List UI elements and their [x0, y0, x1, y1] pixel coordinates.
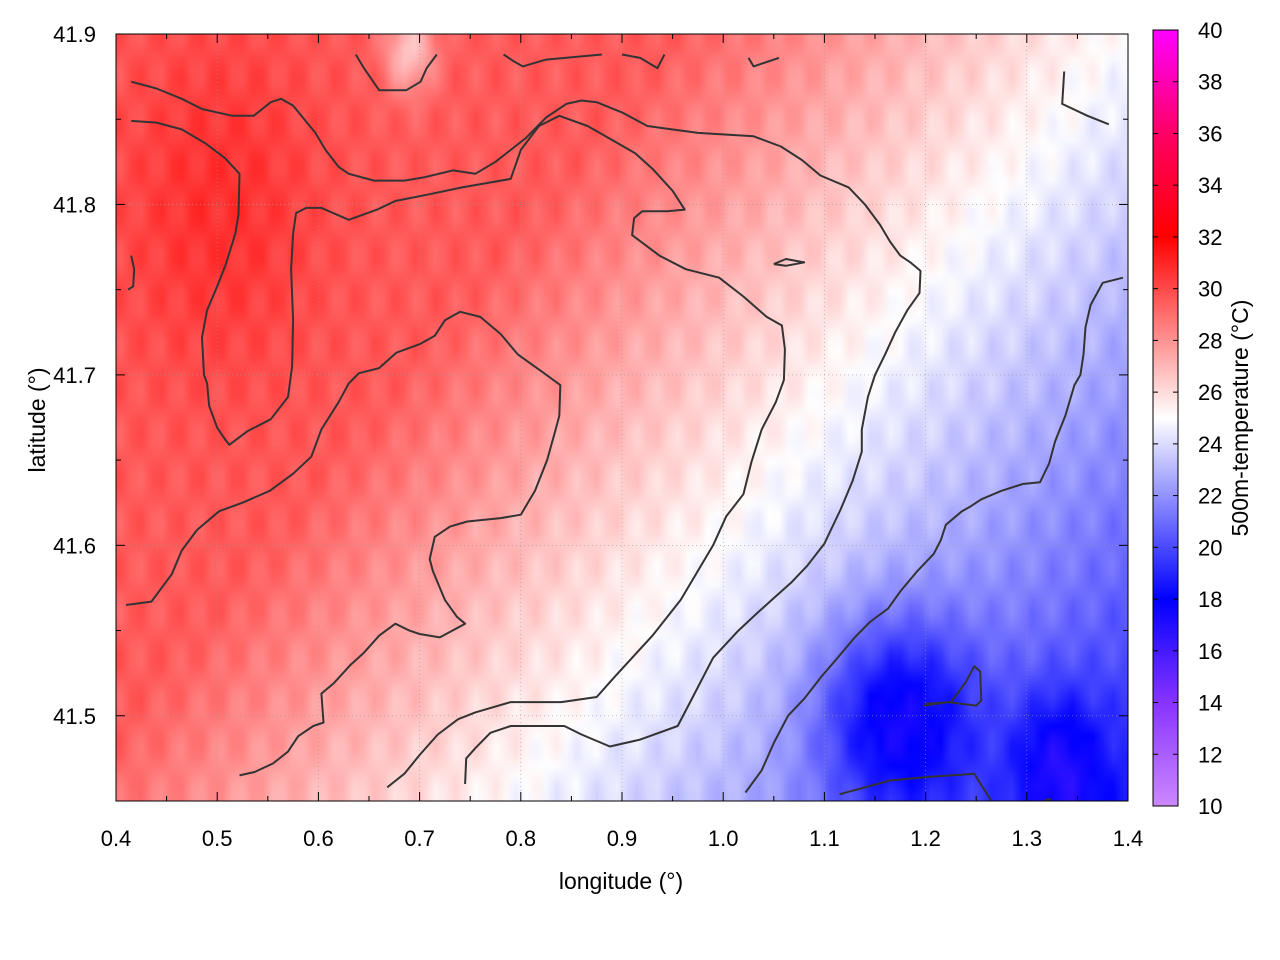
- colorbar-tick-label: 38: [1198, 70, 1222, 95]
- colorbar-tick-label: 12: [1198, 742, 1222, 767]
- grid-lines: [116, 34, 1128, 801]
- colorbar-tick-labels: 10 12 14 16 18 20 22 24 26 28 30 32 34 36 38 40: [1198, 18, 1222, 819]
- colorbar-tick-label: 22: [1198, 484, 1222, 509]
- y-tick-label: 41.8: [53, 192, 96, 217]
- x-tick-label: 1.3: [1012, 826, 1043, 851]
- x-tick-label: 1.2: [910, 826, 941, 851]
- colorbar-tick-label: 26: [1198, 380, 1222, 405]
- colorbar-tick-label: 14: [1198, 691, 1222, 716]
- x-tick-label: 1.0: [708, 826, 739, 851]
- colorbar-tick-label: 10: [1198, 794, 1222, 819]
- contour-line: [621, 53, 666, 70]
- contour-line: [923, 665, 983, 707]
- contour-line: [503, 53, 602, 68]
- contour-line: [1043, 798, 1052, 801]
- y-tick-label: 41.6: [53, 533, 96, 558]
- x-tick-labels: 0.4 0.5 0.6 0.7 0.8 0.9 1.0 1.1 1.2 1.3 1.4: [101, 826, 1144, 851]
- contour-line: [744, 276, 1124, 794]
- x-tick-label: 0.9: [607, 826, 638, 851]
- colorbar-tick-label: 18: [1198, 587, 1222, 612]
- y-tick-label: 41.9: [53, 22, 96, 47]
- x-tick-label: 1.1: [809, 826, 840, 851]
- contour-line: [354, 53, 438, 92]
- temperature-field-image: [116, 34, 1128, 801]
- axis-ticks: [115, 33, 1129, 802]
- y-tick-label: 41.7: [53, 363, 96, 388]
- x-axis-label: longitude (°): [559, 868, 683, 894]
- colorbar-ticks: [1153, 29, 1178, 807]
- colorbar-tick-label: 24: [1198, 432, 1222, 457]
- heatmap-field: [116, 34, 1128, 801]
- colorbar-tick-label: 36: [1198, 121, 1222, 146]
- colorbar-tick-label: 34: [1198, 173, 1222, 198]
- contour-line: [773, 258, 806, 267]
- contour-line: [1061, 71, 1110, 126]
- contour-line: [747, 56, 780, 68]
- colorbar-tick-label: 30: [1198, 277, 1222, 302]
- contour-line: [125, 310, 562, 777]
- y-tick-label: 41.5: [53, 704, 96, 729]
- y-axis-label: latitude (°): [24, 367, 50, 472]
- contour-line: [839, 772, 993, 801]
- x-tick-label: 0.7: [404, 826, 435, 851]
- contour-line: [131, 114, 786, 789]
- colorbar-tick-label: 16: [1198, 639, 1222, 664]
- x-tick-label: 0.6: [303, 826, 334, 851]
- x-tick-label: 0.5: [202, 826, 233, 851]
- x-tick-label: 0.8: [506, 826, 537, 851]
- x-tick-label: 0.4: [101, 826, 132, 851]
- colorbar-tick-label: 20: [1198, 535, 1222, 560]
- contour-line: [127, 255, 136, 291]
- colorbar: [1152, 29, 1179, 807]
- colorbar-tick-label: 28: [1198, 328, 1222, 353]
- colorbar-tick-label: 32: [1198, 225, 1222, 250]
- colorbar-label: 500m-temperature (°C): [1227, 300, 1253, 537]
- colorbar-tick-label: 40: [1198, 18, 1222, 43]
- contour-line: [130, 80, 922, 785]
- y-tick-labels: 41.5 41.6 41.7 41.8 41.9: [53, 22, 96, 729]
- contour-lines: [125, 53, 1124, 801]
- x-tick-label: 1.4: [1113, 826, 1144, 851]
